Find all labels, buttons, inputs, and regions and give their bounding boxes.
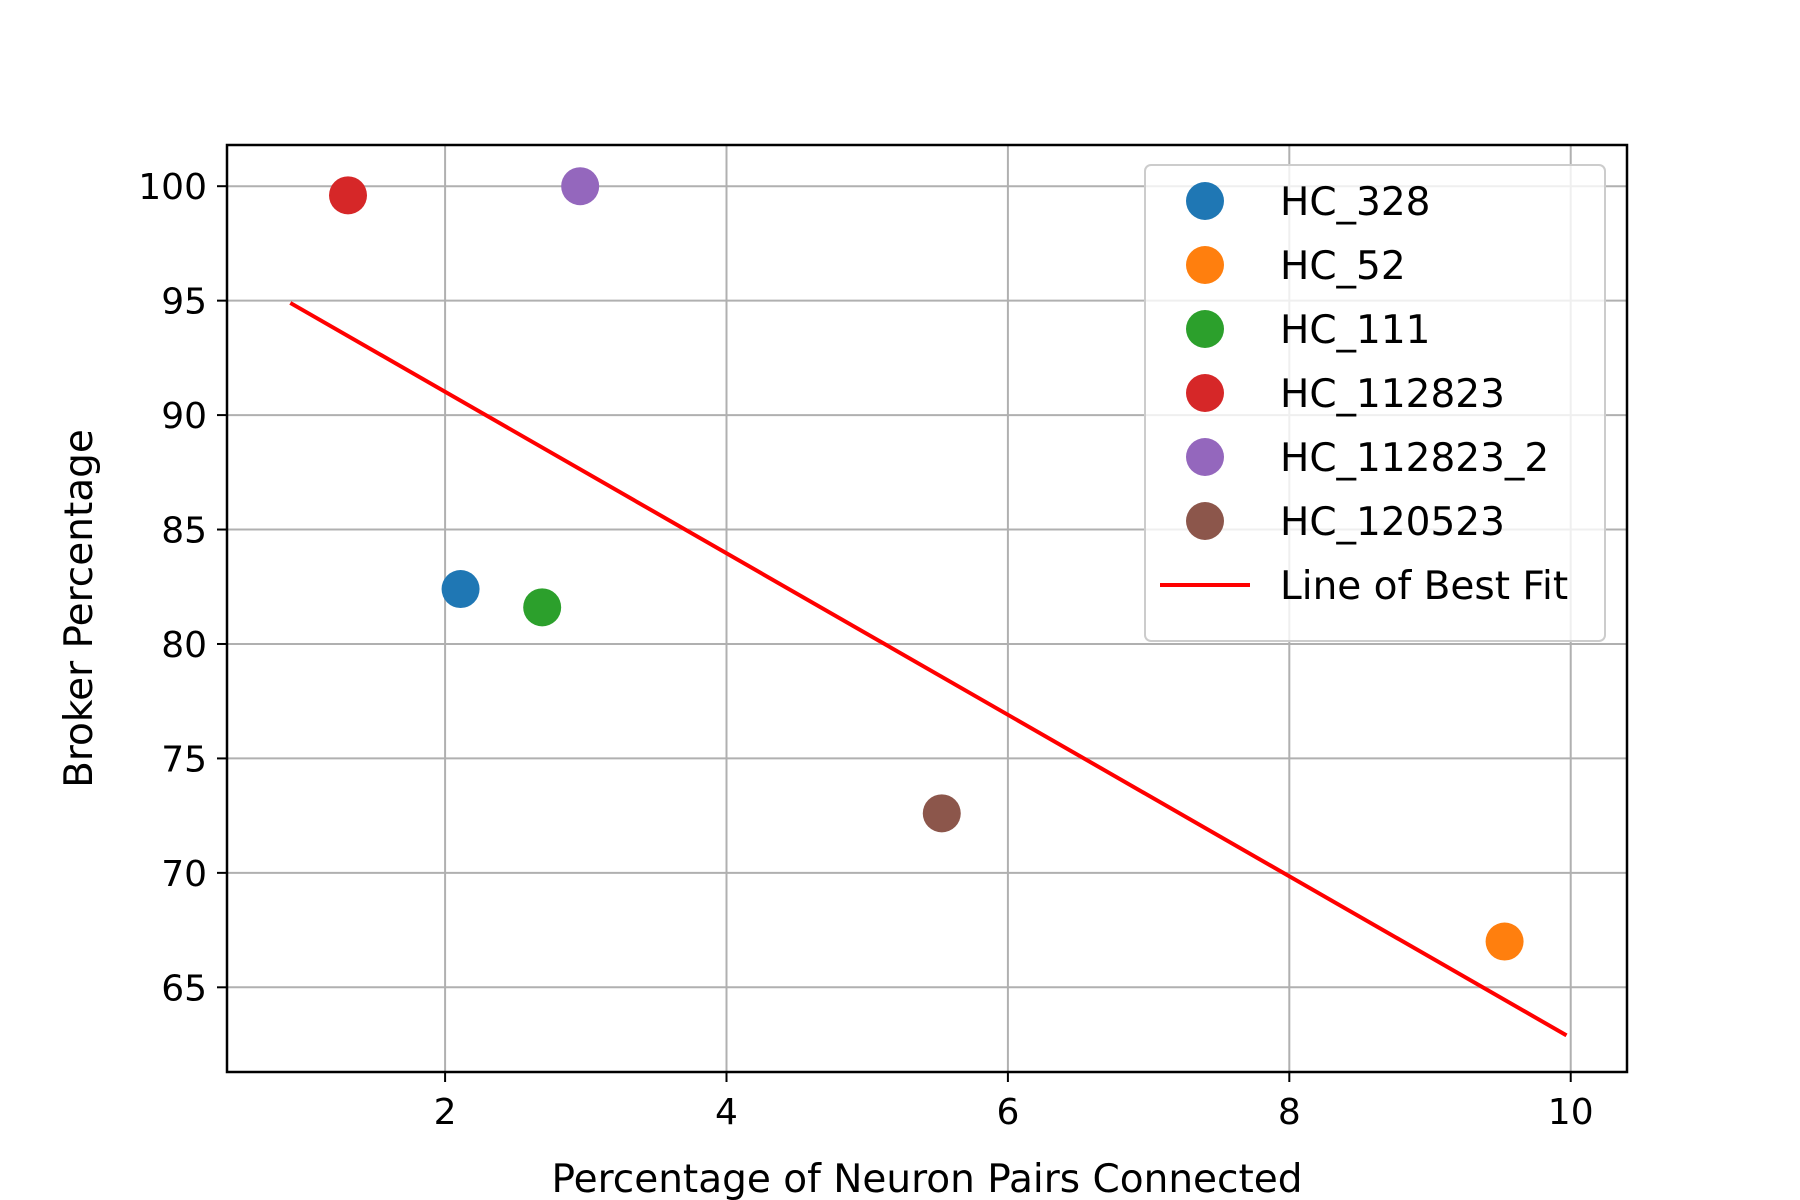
legend-marker xyxy=(1186,310,1224,348)
legend-label: Line of Best Fit xyxy=(1280,564,1568,609)
legend: HC_328 HC_52 HC_111 HC_112823 HC_112823_2 HC_… xyxy=(1144,164,1606,642)
legend-marker xyxy=(1186,438,1224,476)
ticks-layer: 2 4 6 8 10 65 70 75 80 85 90 95 100 xyxy=(138,167,1593,1133)
legend-label: HC_112823 xyxy=(1280,372,1505,417)
x-tick-label: 6 xyxy=(996,1092,1019,1133)
y-tick-label: 85 xyxy=(161,511,207,552)
legend-label: HC_112823_2 xyxy=(1280,436,1549,481)
y-tick-label: 65 xyxy=(161,968,207,1009)
data-point xyxy=(561,167,600,206)
data-point xyxy=(922,794,961,833)
y-tick-label: 75 xyxy=(161,739,207,780)
legend-label: HC_111 xyxy=(1280,308,1431,353)
plot-frame xyxy=(225,143,1629,1074)
y-tick-label: 95 xyxy=(161,282,207,323)
best-fit-line xyxy=(289,301,1568,1038)
legend-label: HC_328 xyxy=(1280,180,1431,225)
x-tick-label: 10 xyxy=(1548,1092,1594,1133)
points-layer xyxy=(329,167,1524,961)
y-tick-label: 100 xyxy=(138,167,207,208)
legend-label: HC_120523 xyxy=(1280,500,1505,545)
data-point xyxy=(523,588,562,627)
x-axis-label: Percentage of Neuron Pairs Connected xyxy=(551,1157,1302,1200)
x-tick-label: 4 xyxy=(715,1092,738,1133)
legend-marker xyxy=(1186,182,1224,220)
x-tick-label: 2 xyxy=(434,1092,457,1133)
legend-marker xyxy=(1186,502,1224,540)
y-tick-label: 70 xyxy=(161,854,207,895)
legend-marker xyxy=(1186,246,1224,284)
y-tick-label: 90 xyxy=(161,396,207,437)
data-point xyxy=(329,176,368,215)
best-fit-layer xyxy=(289,301,1568,1038)
data-point xyxy=(1485,922,1524,961)
x-tick-label: 8 xyxy=(1278,1092,1301,1133)
legend-label: HC_52 xyxy=(1280,244,1406,289)
legend-box xyxy=(1144,164,1606,642)
y-axis-label: Broker Percentage xyxy=(57,429,102,788)
data-point xyxy=(441,570,480,609)
legend-marker xyxy=(1186,374,1224,412)
y-tick-label: 80 xyxy=(161,625,207,666)
